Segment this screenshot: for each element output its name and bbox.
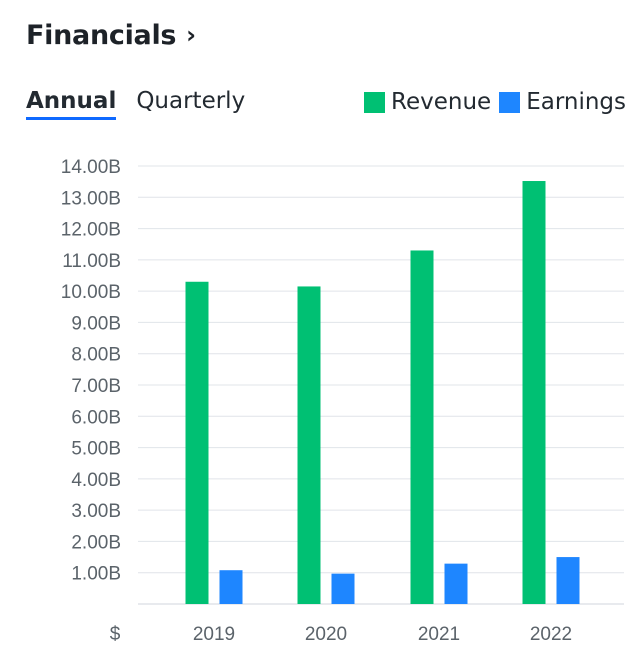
tab-annual[interactable]: Annual xyxy=(26,88,117,120)
y-tick-label: 13.00B xyxy=(61,188,121,209)
x-tick-label: 2019 xyxy=(193,624,235,645)
y-tick-label: 10.00B xyxy=(61,282,121,303)
section-title: Financials xyxy=(26,20,177,51)
legend-item-revenue[interactable]: Revenue xyxy=(364,89,491,115)
chevron-right-icon: › xyxy=(186,20,197,49)
earnings-swatch xyxy=(499,91,521,113)
tab-quarterly[interactable]: Quarterly xyxy=(136,88,246,114)
chart-legend: Revenue Earnings xyxy=(356,89,626,115)
x-tick-label: 2020 xyxy=(305,624,347,645)
revenue-swatch xyxy=(364,91,386,113)
grid-lines xyxy=(138,165,624,605)
period-tabs: Annual Quarterly xyxy=(26,88,245,120)
y-tick-label: 11.00B xyxy=(62,251,121,272)
y-tick-label: 7.00B xyxy=(71,376,121,397)
revenue-bar-2022[interactable] xyxy=(522,181,546,604)
y-tick-label: 14.00B xyxy=(61,157,121,178)
financials-header-link[interactable]: Financials › xyxy=(26,20,196,51)
y-tick-label: 12.00B xyxy=(61,220,121,241)
x-axis-labels: $2019 2020 2021 2022 xyxy=(110,624,572,645)
y-tick-label: 5.00B xyxy=(71,439,121,460)
earnings-bar-2021[interactable] xyxy=(444,563,468,604)
bars xyxy=(185,181,580,604)
y-tick-label: 4.00B xyxy=(71,470,121,491)
x-tick-label: 2021 xyxy=(418,624,460,645)
y-tick-label: 6.00B xyxy=(71,407,121,428)
revenue-bar-2021[interactable] xyxy=(410,250,434,604)
earnings-bar-2022[interactable] xyxy=(556,557,580,604)
y-tick-label: 9.00B xyxy=(71,313,121,334)
legend-label-earnings: Earnings xyxy=(526,89,626,115)
y-tick-label: 1.00B xyxy=(71,564,121,585)
revenue-bar-2019[interactable] xyxy=(185,281,209,604)
y-tick-label: 3.00B xyxy=(71,501,121,522)
currency-unit-label: $ xyxy=(110,624,121,645)
earnings-bar-2020[interactable] xyxy=(331,573,355,604)
revenue-bar-2020[interactable] xyxy=(297,286,321,604)
legend-label-revenue: Revenue xyxy=(391,89,492,115)
y-axis-ticks: 1.00B 2.00B 3.00B 4.00B 5.00B 6.00B 7.00B 8.00B… xyxy=(61,157,121,585)
earnings-bar-2019[interactable] xyxy=(219,570,243,604)
y-tick-label: 8.00B xyxy=(71,345,121,366)
legend-item-earnings[interactable]: Earnings xyxy=(499,89,626,115)
y-tick-label: 2.00B xyxy=(71,532,121,553)
x-tick-label: 2022 xyxy=(530,624,572,645)
